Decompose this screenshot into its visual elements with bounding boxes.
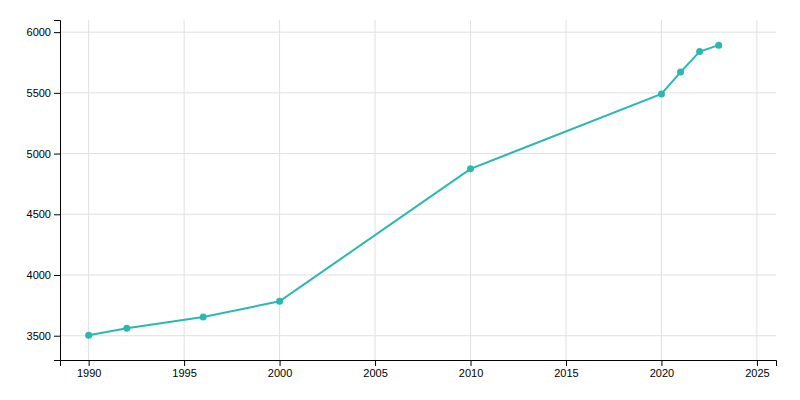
y-tick: 3500 <box>27 330 60 342</box>
x-tick-mark <box>757 360 758 366</box>
y-tick-label: 3500 <box>27 330 51 342</box>
marks <box>85 42 722 339</box>
point <box>123 325 130 332</box>
point <box>276 298 283 305</box>
y-grid-line <box>60 92 776 93</box>
y-tick-label: 4500 <box>27 208 51 220</box>
x-tick-label: 2025 <box>745 367 769 379</box>
y-tick-label: 5000 <box>27 148 51 160</box>
x-tick-mark <box>375 360 376 366</box>
y-tick-label: 5500 <box>27 87 51 99</box>
y-grid-line <box>60 32 776 33</box>
x-tick-mark <box>184 360 185 366</box>
x-tick-label: 1995 <box>172 367 196 379</box>
y-axis-line <box>54 21 61 361</box>
y-tick-mark <box>54 154 60 155</box>
x-tick: 2005 <box>363 360 387 379</box>
y-tick: 4000 <box>27 269 60 281</box>
y-tick-mark <box>54 214 60 215</box>
x-tick-label: 2000 <box>268 367 292 379</box>
x-grid-line <box>279 20 280 360</box>
point <box>658 90 665 97</box>
y-tick: 4500 <box>27 208 60 220</box>
plot: 1990 1995 2000 2005 2010 2015 2020 2025 3500 4000… <box>27 20 777 379</box>
y-tick: 6000 <box>27 26 60 38</box>
x-grid-line <box>470 20 471 360</box>
point <box>696 48 703 55</box>
x-axis: 1990 1995 2000 2005 2010 2015 2020 2025 <box>61 360 777 379</box>
y-grid-line <box>60 153 776 154</box>
x-tick-label: 2005 <box>363 367 387 379</box>
x-grid-line <box>756 20 757 360</box>
x-grid-line <box>661 20 662 360</box>
grid <box>60 20 776 360</box>
point <box>715 42 722 49</box>
x-tick-mark <box>280 360 281 366</box>
point <box>200 314 207 321</box>
chart: 1990 1995 2000 2005 2010 2015 2020 2025 3500 4000… <box>0 0 800 400</box>
x-tick-label: 2020 <box>650 367 674 379</box>
x-tick-mark <box>471 360 472 366</box>
y-tick-mark <box>54 336 60 337</box>
x-tick: 1990 <box>77 360 101 379</box>
x-tick: 1995 <box>172 360 196 379</box>
x-tick-label: 2015 <box>554 367 578 379</box>
y-tick-label: 6000 <box>27 26 51 38</box>
y-grid-line <box>60 275 776 276</box>
x-tick: 2000 <box>268 360 292 379</box>
y-tick-mark <box>54 93 60 94</box>
x-grid-line <box>565 20 566 360</box>
x-grid-line <box>184 20 185 360</box>
x-tick-mark <box>89 360 90 366</box>
y-tick-mark <box>54 275 60 276</box>
x-tick: 2020 <box>650 360 674 379</box>
point <box>677 69 684 76</box>
chart-container: 1990 1995 2000 2005 2010 2015 2020 2025 3500 4000… <box>0 0 800 400</box>
x-tick: 2025 <box>745 360 769 379</box>
x-tick-mark <box>566 360 567 366</box>
x-tick: 2010 <box>459 360 483 379</box>
x-tick-label: 2010 <box>459 367 483 379</box>
y-tick-mark <box>54 32 60 33</box>
x-grid-line <box>88 20 89 360</box>
y-grid-line <box>60 335 776 336</box>
x-tick-label: 1990 <box>77 367 101 379</box>
point <box>467 165 474 172</box>
point <box>85 332 92 339</box>
y-axis: 3500 4000 4500 5000 5500 6000 <box>27 21 61 361</box>
x-axis-line <box>61 361 777 367</box>
line <box>89 45 719 335</box>
x-tick-mark <box>661 360 662 366</box>
y-tick: 5000 <box>27 148 60 160</box>
y-grid-line <box>60 214 776 215</box>
y-tick: 5500 <box>27 87 60 99</box>
x-tick: 2015 <box>554 360 578 379</box>
y-tick-label: 4000 <box>27 269 51 281</box>
x-grid-line <box>375 20 376 360</box>
